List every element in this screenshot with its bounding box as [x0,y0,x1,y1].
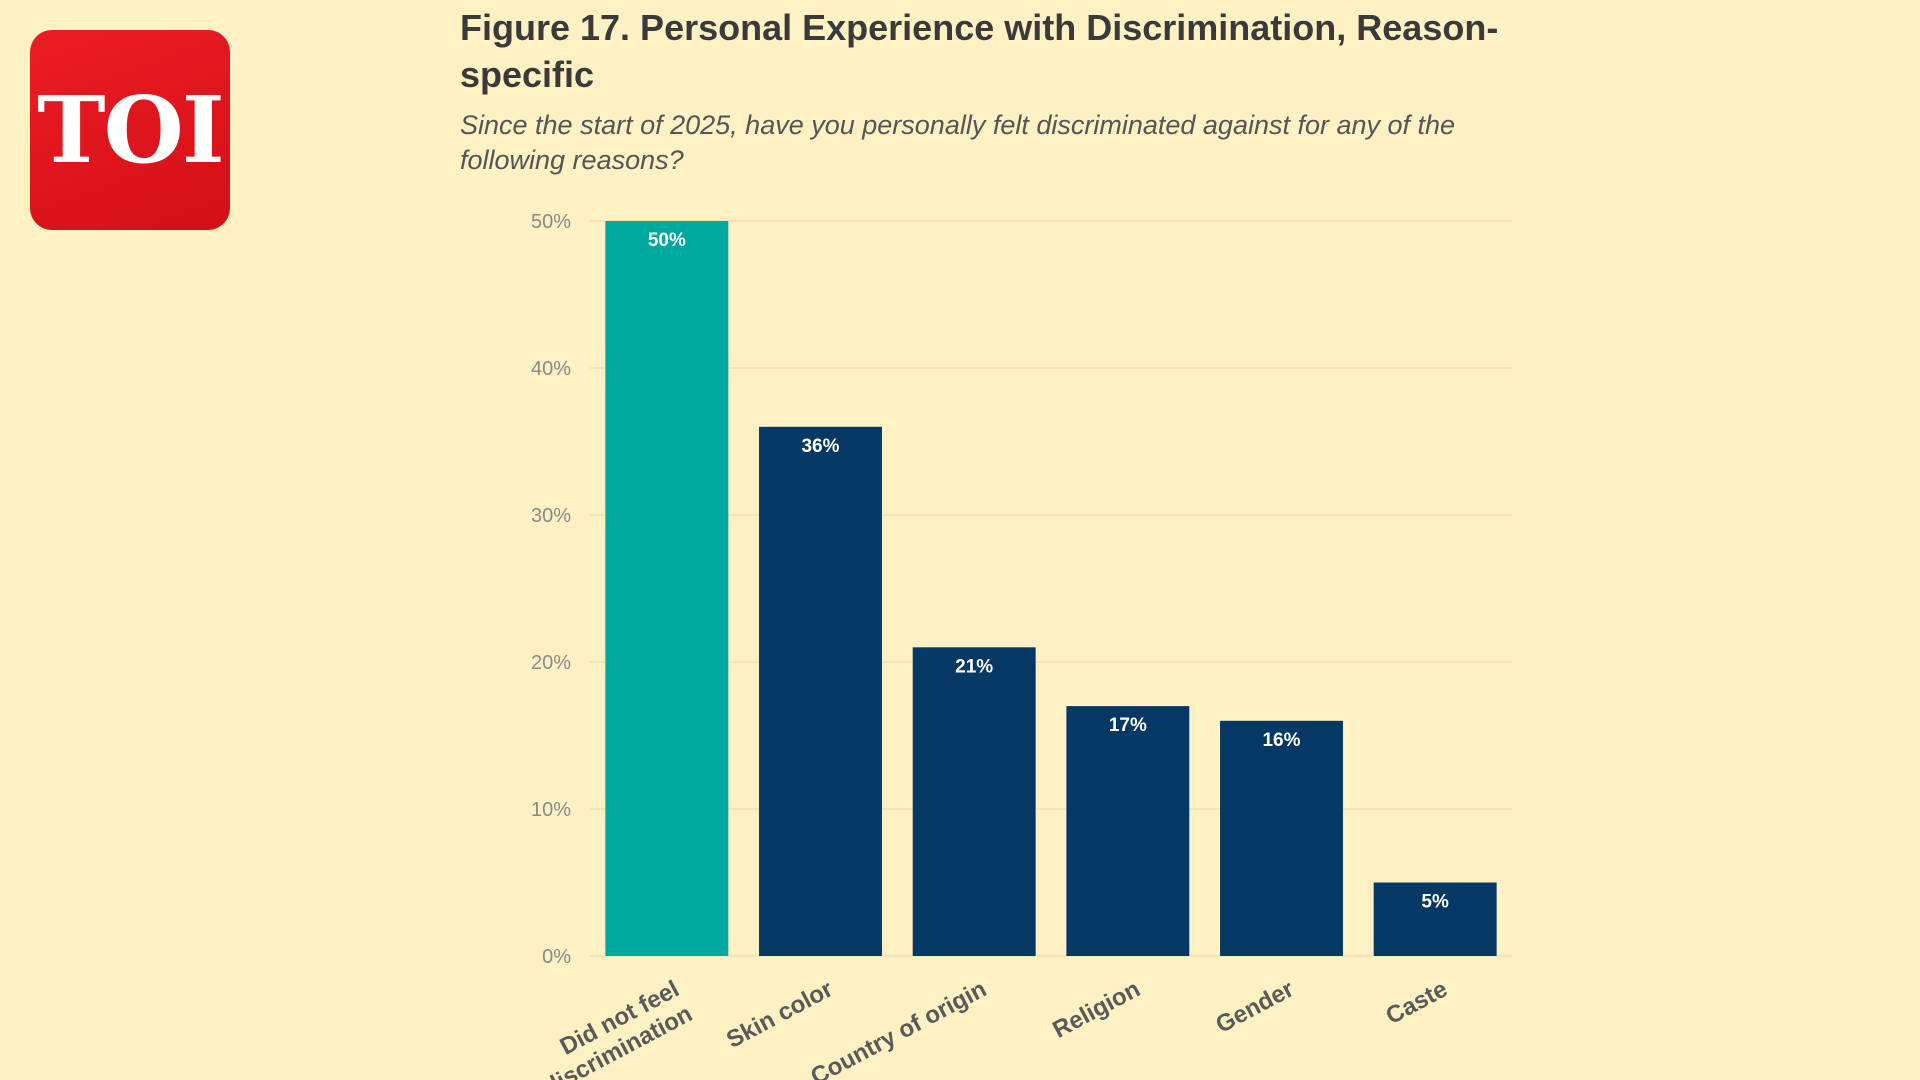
category-label: Country of origin [806,975,991,1080]
bar-value-label: 50% [648,230,686,251]
chart-subtitle: Since the start of 2025, have you person… [460,110,1456,175]
y-tick-label: 40% [531,358,571,380]
y-tick-label: 10% [531,799,571,821]
bar[interactable] [759,426,882,956]
bars [605,221,1497,957]
category-label: Religion [1048,975,1144,1043]
y-tick-label: 0% [542,946,571,968]
bar[interactable] [605,221,729,956]
category-label: Gender [1211,975,1298,1038]
bar[interactable] [912,647,1036,956]
bar-value-label: 17% [1109,715,1147,736]
bar-value-label: 5% [1421,892,1449,913]
bar-value-label: 21% [955,656,993,677]
chart-title: Figure 17. Personal Experience with Disc… [460,7,1499,95]
category-labels: Did not feeldiscrimination Skin colorCoun… [526,975,1452,1080]
category-label: Skin color [722,975,837,1053]
category-label: Did not feeldiscrimination [526,975,697,1080]
category-label: Caste [1382,975,1452,1030]
bar-value-label: 36% [801,436,839,457]
bar[interactable] [1066,706,1190,956]
grid-lines [590,220,1512,957]
y-tick-label: 50% [531,211,571,233]
y-tick-label: 30% [531,505,571,527]
y-axis-ticks: 0% 10% 20% 30% 40% 50% [531,211,571,968]
toi-logo[interactable]: TOI [30,30,230,230]
bar[interactable] [1220,720,1343,956]
bar-value-label: 16% [1262,730,1300,751]
logo-text: TOI [37,76,225,184]
bar[interactable] [1373,882,1497,957]
y-tick-label: 20% [531,652,571,674]
data-labels: 50% 36% 21% 17% 16% 5% [648,230,1449,913]
